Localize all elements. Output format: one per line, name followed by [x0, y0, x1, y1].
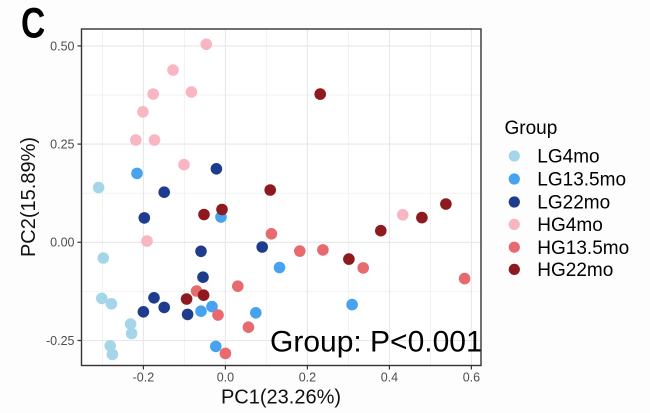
- svg-text:LG22mo: LG22mo: [537, 193, 610, 214]
- svg-text:0.0: 0.0: [217, 371, 234, 385]
- svg-text:LG13.5mo: LG13.5mo: [537, 170, 626, 191]
- svg-text:0.6: 0.6: [463, 371, 480, 385]
- svg-text:LG4mo: LG4mo: [537, 147, 599, 168]
- svg-text:-0.2: -0.2: [133, 371, 155, 385]
- svg-text:0.50: 0.50: [50, 39, 74, 53]
- svg-text:0.25: 0.25: [50, 138, 74, 152]
- svg-text:HG22mo: HG22mo: [537, 260, 613, 281]
- svg-text:Group: P<0.001: Group: P<0.001: [270, 326, 483, 359]
- svg-text:PC1(23.26%): PC1(23.26%): [221, 387, 341, 409]
- svg-text:C: C: [21, 0, 45, 48]
- svg-text:Group: Group: [505, 118, 558, 139]
- svg-text:-0.25: -0.25: [46, 334, 75, 348]
- svg-text:0.4: 0.4: [381, 371, 398, 385]
- svg-text:0.00: 0.00: [50, 236, 74, 250]
- svg-text:PC2(15.89%): PC2(15.89%): [18, 137, 40, 257]
- svg-text:HG13.5mo: HG13.5mo: [537, 238, 629, 259]
- svg-text:HG4mo: HG4mo: [537, 215, 602, 236]
- svg-text:0.2: 0.2: [299, 371, 316, 385]
